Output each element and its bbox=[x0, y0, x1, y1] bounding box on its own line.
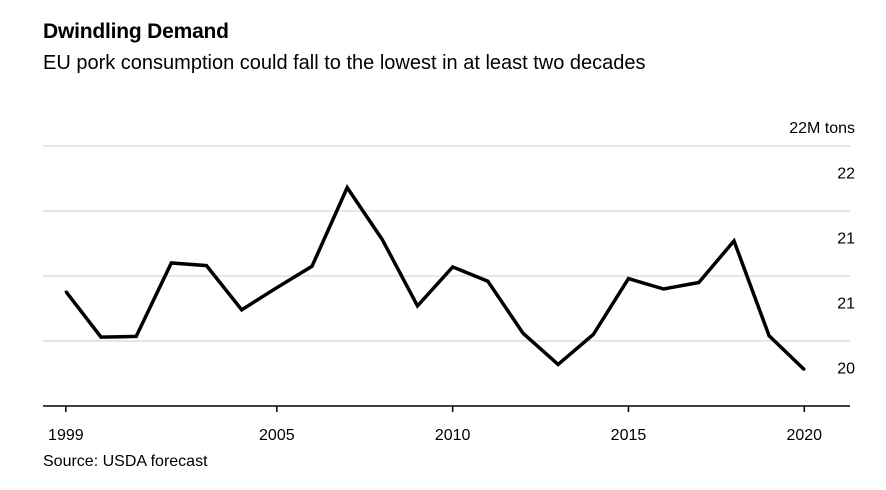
x-axis: 1999 2005 2010 2015 2020 bbox=[43, 405, 850, 444]
data-point bbox=[803, 368, 806, 371]
x-tick-label: 1999 bbox=[48, 427, 84, 444]
x-tick-label: 2020 bbox=[786, 427, 822, 444]
y-tick-labels: 20 21 21 22 bbox=[837, 166, 855, 378]
data-point bbox=[64, 290, 68, 293]
x-tick-label: 2005 bbox=[259, 427, 295, 444]
data-point bbox=[381, 238, 384, 241]
data-point bbox=[170, 261, 173, 265]
data-point bbox=[556, 363, 560, 366]
data-point bbox=[662, 287, 665, 291]
data-point bbox=[134, 335, 138, 338]
x-tick-label: 2010 bbox=[435, 427, 471, 444]
x-tick-label: 2015 bbox=[611, 427, 647, 444]
data-point bbox=[732, 239, 736, 243]
data-point bbox=[416, 304, 419, 308]
data-point bbox=[205, 264, 208, 267]
series-layer bbox=[64, 184, 806, 371]
data-point bbox=[99, 335, 103, 339]
data-point bbox=[697, 281, 700, 284]
y-tick-label: 22 bbox=[837, 166, 855, 183]
data-point bbox=[451, 265, 454, 269]
data-point bbox=[240, 308, 243, 311]
chart-title: Dwindling Demand bbox=[43, 20, 229, 43]
source-note: Source: USDA forecast bbox=[43, 453, 208, 470]
data-point bbox=[275, 286, 279, 289]
data-point bbox=[486, 280, 490, 283]
chart-subtitle: EU pork consumption could fall to the lo… bbox=[43, 52, 646, 74]
y-tick-label: 20 bbox=[837, 361, 855, 378]
data-point bbox=[521, 332, 525, 335]
gridlines bbox=[43, 145, 850, 342]
data-point bbox=[592, 333, 595, 336]
data-point bbox=[345, 186, 349, 189]
y-tick-label: 21 bbox=[837, 296, 855, 313]
data-point bbox=[310, 265, 314, 268]
y-tick-label: 21 bbox=[837, 231, 855, 248]
y-axis-unit-label: 22M tons bbox=[789, 120, 855, 137]
series-line bbox=[64, 184, 806, 371]
data-point bbox=[767, 334, 771, 337]
data-point bbox=[627, 277, 630, 280]
